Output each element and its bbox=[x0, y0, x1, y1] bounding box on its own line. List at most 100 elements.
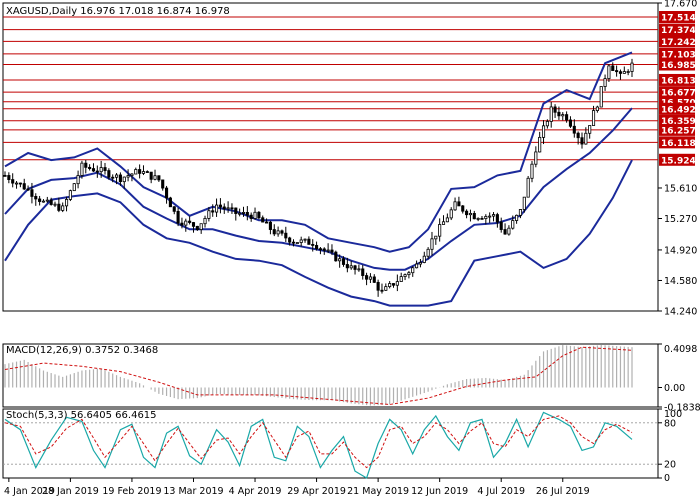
candle-body bbox=[495, 214, 499, 223]
candle-body bbox=[84, 162, 88, 168]
candle-body bbox=[422, 255, 426, 263]
candle-body bbox=[288, 237, 292, 243]
date-tick-label: 21 May 2019 bbox=[347, 486, 409, 497]
candle-body bbox=[368, 276, 372, 280]
candle-body bbox=[245, 211, 249, 216]
candle-body bbox=[518, 209, 523, 216]
candle-body bbox=[191, 222, 196, 227]
candle-body bbox=[526, 177, 530, 198]
bollinger-lower-line bbox=[4, 159, 633, 307]
candle-body bbox=[407, 272, 411, 276]
candle-body bbox=[91, 168, 96, 172]
level-label: 17.242 bbox=[661, 38, 696, 48]
candle-body bbox=[126, 175, 130, 178]
price-axis-ticks: 17.670 15.610 15.270 14.920 14.580 14.240 bbox=[658, 0, 697, 318]
candle-body bbox=[38, 198, 42, 202]
candle-body bbox=[211, 210, 215, 213]
candle-body bbox=[411, 267, 415, 274]
candle-body bbox=[395, 281, 399, 286]
stoch-tick-label: 100 bbox=[664, 409, 682, 420]
candle-body bbox=[430, 238, 434, 250]
macd-title: MACD(12,26,9) 0.3752 0.3468 bbox=[6, 345, 158, 356]
candle-body bbox=[188, 220, 192, 223]
candle-body bbox=[568, 119, 573, 127]
candle-body bbox=[365, 275, 369, 280]
level-label-box bbox=[659, 47, 695, 60]
candle-body bbox=[103, 167, 107, 171]
stoch-d-line bbox=[4, 415, 633, 469]
macd-tick-label: 0.00 bbox=[664, 383, 685, 394]
candle-body bbox=[507, 227, 511, 235]
candle-body bbox=[141, 171, 146, 174]
candle-body bbox=[434, 235, 438, 240]
candle-body bbox=[418, 262, 422, 265]
candle-body bbox=[445, 217, 449, 223]
candle-body bbox=[95, 170, 99, 173]
candle-body bbox=[465, 210, 469, 216]
candle-body bbox=[384, 286, 388, 291]
candle-body bbox=[68, 190, 72, 200]
level-label-box bbox=[659, 86, 695, 99]
candle-body bbox=[253, 211, 257, 219]
candle-body bbox=[257, 211, 261, 219]
candle-body bbox=[34, 196, 38, 200]
bollinger-upper-line bbox=[4, 51, 633, 253]
candle-body bbox=[218, 204, 222, 208]
level-label-box bbox=[659, 58, 695, 71]
candle-body bbox=[318, 248, 322, 251]
stoch-tick-label: 80 bbox=[664, 418, 676, 429]
level-label: 16.359 bbox=[661, 117, 696, 127]
candle-body bbox=[165, 187, 169, 199]
candle-body bbox=[480, 217, 484, 220]
candle-body bbox=[415, 263, 419, 269]
candle-body bbox=[599, 86, 603, 108]
candle-body bbox=[376, 281, 380, 291]
candle-body bbox=[199, 223, 203, 230]
price-tick-label: 15.270 bbox=[664, 214, 697, 225]
candle-body bbox=[468, 213, 472, 216]
candle-body bbox=[372, 276, 376, 283]
candle-body bbox=[157, 175, 161, 181]
candle-body bbox=[511, 220, 515, 229]
candle-body bbox=[80, 162, 84, 176]
candle-body bbox=[426, 248, 430, 257]
candle-body bbox=[441, 221, 446, 225]
candle-body bbox=[361, 268, 365, 276]
date-tick-label: 4 Jan 2019 bbox=[4, 486, 55, 497]
candle-body bbox=[72, 183, 76, 192]
candle-body bbox=[515, 214, 519, 221]
level-label: 15.924 bbox=[661, 156, 696, 166]
candle-body bbox=[557, 111, 561, 117]
price-tick-label: 14.240 bbox=[664, 307, 697, 318]
candle-body bbox=[138, 169, 142, 174]
candle-body bbox=[268, 221, 272, 230]
macd-tick-label: -0.1838 bbox=[664, 403, 700, 414]
candle-body bbox=[499, 221, 503, 230]
candle-body bbox=[534, 151, 538, 165]
candle-body bbox=[553, 106, 557, 113]
level-label: 17.374 bbox=[661, 26, 696, 36]
candle-body bbox=[399, 276, 403, 282]
candle-body bbox=[114, 174, 119, 178]
macd-tick-label: 0.4098 bbox=[664, 344, 697, 355]
level-label-box bbox=[659, 11, 695, 24]
candle-body bbox=[626, 71, 630, 73]
level-label-box bbox=[659, 123, 695, 136]
candle-body bbox=[49, 199, 53, 205]
candle-body bbox=[284, 232, 288, 239]
candle-body bbox=[565, 114, 569, 121]
candle-body bbox=[11, 179, 15, 184]
level-label-box bbox=[659, 114, 695, 127]
candle-body bbox=[61, 205, 65, 211]
candle-body bbox=[145, 171, 149, 173]
candle-body bbox=[172, 206, 176, 212]
candle-body bbox=[168, 197, 172, 208]
date-tick-label: 29 Apr 2019 bbox=[287, 486, 346, 497]
candle-body bbox=[453, 201, 457, 211]
candle-body bbox=[130, 173, 134, 176]
candle-body bbox=[403, 274, 407, 277]
stoch-title: Stoch(5,3,3) 56.6405 66.4615 bbox=[6, 410, 157, 421]
candle-body bbox=[30, 189, 34, 197]
candle-body bbox=[249, 214, 253, 219]
